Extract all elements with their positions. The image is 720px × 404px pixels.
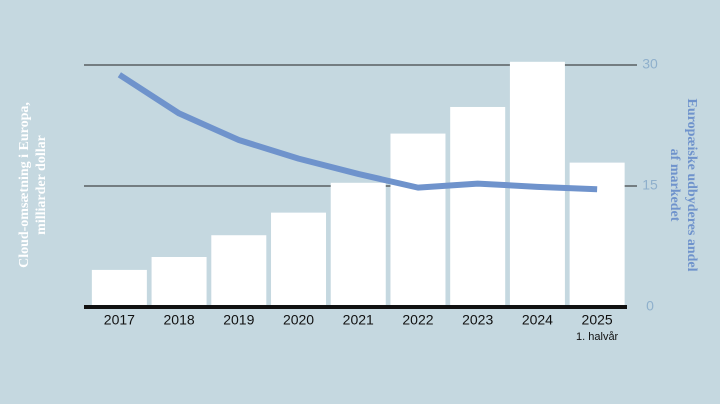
bar	[91, 269, 147, 307]
y2-tick-label: 15	[642, 177, 658, 193]
bar	[450, 106, 506, 307]
x-tick-label: 2017	[104, 312, 135, 328]
bar	[569, 162, 625, 307]
bar	[390, 133, 446, 307]
x-tick-label: 2022	[402, 312, 433, 328]
y2-tick-label: 30	[642, 56, 658, 72]
x-tick-label: 2021	[343, 312, 374, 328]
bar	[211, 235, 267, 307]
y2-tick-label: 0	[646, 298, 654, 314]
bar	[330, 182, 386, 307]
x-tick-label: 2019	[223, 312, 254, 328]
x-tick-label: 2020	[283, 312, 314, 328]
x-tick-label: 2025	[582, 312, 613, 328]
x-tick-label: 2018	[164, 312, 195, 328]
bar	[151, 256, 207, 307]
y-axis-label: milliarder dollar	[34, 135, 49, 235]
y-axis-label: Cloud-omsætning i Europa,	[17, 102, 32, 268]
x-tick-label: 2024	[522, 312, 553, 328]
annotation: 1. halvår	[576, 331, 619, 343]
y2-axis-label: Europæiske udbyderes andel	[684, 99, 699, 272]
x-tick-label: 2023	[462, 312, 493, 328]
y2-axis-label: af markedet	[667, 149, 682, 222]
line	[117, 72, 598, 193]
bar	[271, 212, 327, 307]
